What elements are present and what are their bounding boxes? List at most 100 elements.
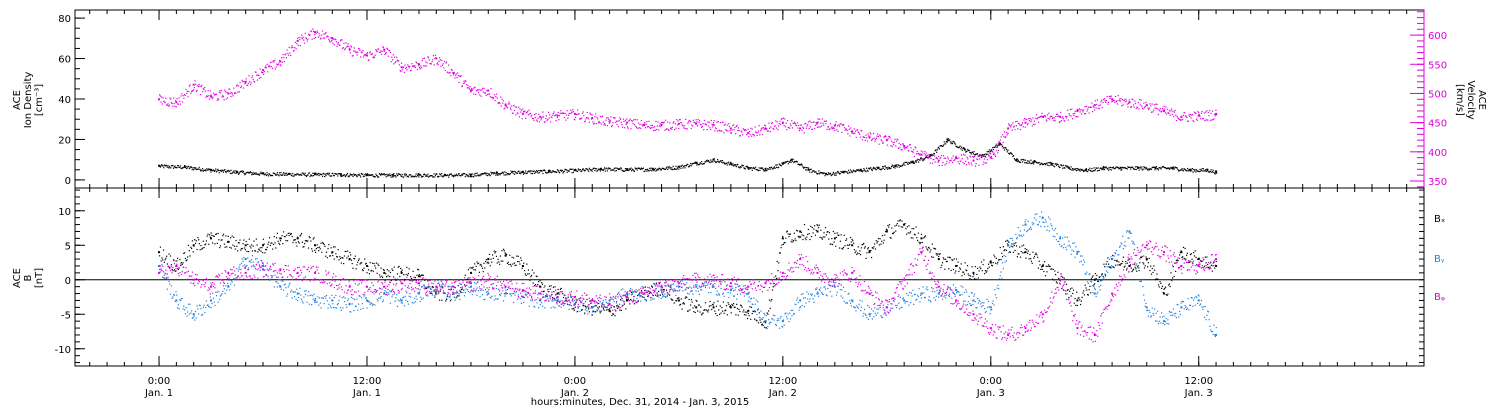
- sample-point-right-986: [842, 124, 844, 127]
- sample-point-right-218: [310, 30, 312, 32]
- sample-point-Bx-1040: [970, 275, 972, 277]
- sample-point-right-1439: [1156, 103, 1158, 105]
- sample-point-Bx-76: [218, 239, 220, 241]
- sample-point-right-645: [606, 117, 608, 119]
- sample-point-left-1068: [899, 164, 901, 167]
- sample-point-Bx-22: [176, 260, 178, 262]
- sample-point-By-194: [310, 294, 312, 296]
- sample-point-Bx-560: [595, 305, 597, 307]
- sample-point-left-550: [540, 170, 542, 172]
- sample-point-Bx-809: [789, 233, 792, 235]
- sample-point-right-397: [434, 57, 436, 59]
- sample-point-Bx-1185: [1083, 290, 1085, 292]
- sample-point-left-671: [624, 170, 626, 172]
- sample-point-Bx-714: [715, 305, 717, 307]
- sample-point-right-647: [607, 117, 609, 119]
- sample-point-left-929: [802, 167, 805, 169]
- sample-point-left-1190: [983, 153, 986, 156]
- sample-point-Bx-379: [454, 287, 456, 289]
- sample-point-Bx-810: [790, 241, 792, 243]
- sample-point-right-782: [701, 126, 703, 128]
- sample-point-left-1206: [994, 145, 997, 147]
- density-label-line3: [cm⁻³]: [34, 84, 45, 116]
- sample-point-left-1053: [888, 166, 891, 169]
- sample-point-right-1322: [1075, 116, 1077, 118]
- sample-point-Bx-947: [897, 220, 899, 222]
- sample-point-left-413: [445, 175, 447, 177]
- sample-point-Bx-859: [828, 232, 831, 234]
- sample-point-Bx-1089: [1008, 241, 1010, 243]
- sample-point-Bx-1268: [1147, 262, 1149, 264]
- sample-point-Bx-520: [564, 300, 566, 302]
- sample-point-right-668: [622, 126, 624, 128]
- data-point-left-9: [391, 173, 394, 176]
- sample-point-right-257: [337, 43, 339, 45]
- sample-point-right-188: [289, 52, 291, 54]
- sample-point-right-556: [544, 121, 546, 123]
- sample-point-right-88: [220, 92, 222, 94]
- sample-point-Bx-1149: [1054, 273, 1057, 276]
- sample-point-Bx-976: [920, 242, 922, 244]
- sample-point-Bx-511: [557, 288, 559, 291]
- sample-point-Bx-912: [870, 249, 872, 252]
- sample-point-Bx-426: [491, 261, 493, 263]
- velocity-axis-label: ACE Velocity [km/s]: [1454, 80, 1487, 119]
- sample-point-left-614: [584, 169, 586, 172]
- sample-point-Bx-1084: [1004, 248, 1006, 251]
- sample-point-left-59: [199, 170, 202, 172]
- sample-point-Bx-994: [934, 248, 936, 250]
- sample-point-left-575: [557, 169, 559, 172]
- sample-point-Bx-461: [518, 261, 520, 263]
- sample-point-right-452: [472, 88, 474, 90]
- sample-point-left-376: [419, 174, 421, 176]
- sample-point-left-549: [539, 169, 541, 172]
- sample-point-left-677: [628, 169, 630, 172]
- sample-point-right-1427: [1148, 108, 1150, 111]
- sample-point-right-334: [390, 61, 392, 63]
- sample-point-left-819: [726, 164, 728, 166]
- sample-point-left-832: [735, 165, 737, 168]
- sample-point-right-1042: [881, 140, 883, 142]
- sample-point-right-71: [208, 95, 210, 97]
- sample-point-right-622: [590, 113, 592, 115]
- sample-point-right-1298: [1058, 121, 1060, 124]
- sample-point-right-1119: [934, 161, 936, 163]
- data-point-Bx-51: [1041, 264, 1044, 267]
- sample-point-Bx-934: [887, 224, 889, 227]
- sample-point-right-393: [431, 61, 433, 63]
- data-point-right-13: [383, 48, 386, 51]
- sample-point-Bx-1010: [946, 260, 948, 263]
- sample-point-left-802: [714, 161, 717, 163]
- sample-point-Bx-1138: [1046, 271, 1048, 273]
- sample-point-right-1163: [965, 160, 967, 162]
- sample-point-Bx-361: [440, 286, 442, 288]
- sample-point-Bx-626: [647, 295, 649, 298]
- sample-point-right-1413: [1138, 108, 1140, 110]
- sample-point-left-1499: [1198, 170, 1200, 172]
- sample-point-By-153: [278, 279, 280, 281]
- sample-point-left-642: [604, 167, 606, 169]
- sample-point-Bx-498: [547, 288, 549, 291]
- sample-point-left-1119: [934, 150, 936, 152]
- sample-point-right-264: [342, 47, 344, 49]
- sample-point-right-1054: [889, 137, 891, 139]
- sample-point-left-629: [595, 168, 597, 170]
- sample-point-Bx-133: [262, 238, 264, 240]
- sample-point-left-789: [705, 160, 708, 162]
- sample-point-Bx-948: [898, 225, 900, 227]
- sample-point-left-581: [561, 169, 563, 172]
- sample-point-left-1198: [989, 151, 991, 153]
- density-label-line2: Ion Density: [23, 72, 34, 129]
- sample-point-left-68: [206, 168, 208, 170]
- sample-point-left-767: [690, 165, 692, 167]
- sample-point-right-1511: [1206, 110, 1208, 112]
- sample-point-right-437: [461, 85, 464, 87]
- sample-point-Bx-970: [915, 226, 917, 228]
- sample-point-Bx-1200: [1094, 273, 1096, 275]
- sample-point-Bx-256: [358, 258, 360, 260]
- sample-point-left-828: [732, 165, 735, 167]
- sample-point-left-1017: [863, 169, 866, 171]
- data-point-By-56: [1128, 230, 1131, 233]
- sample-point-right-918: [795, 124, 797, 126]
- sample-point-left-1289: [1052, 162, 1054, 165]
